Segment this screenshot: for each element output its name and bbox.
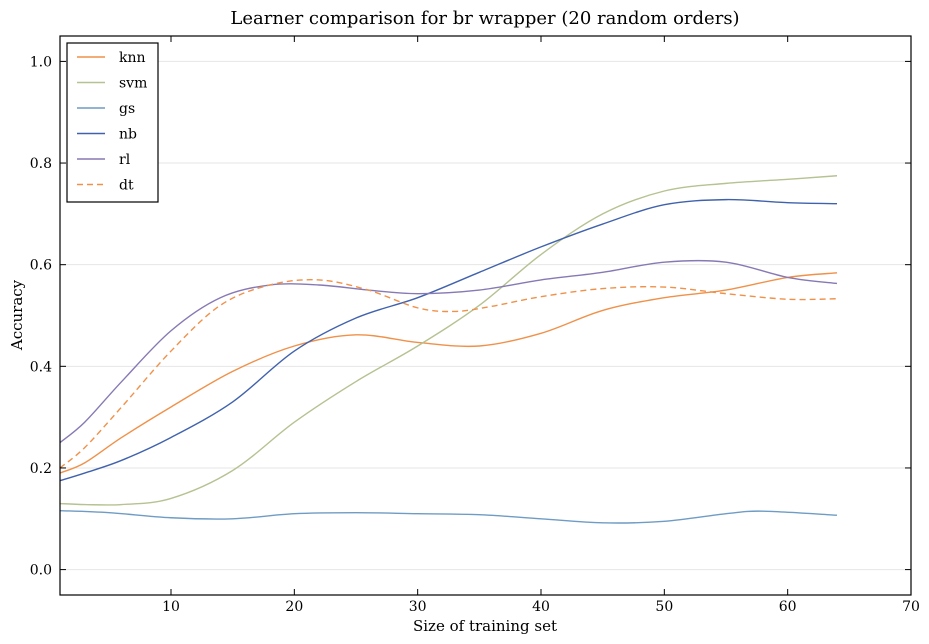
series-line-gs [59, 509, 838, 524]
series-line-nb [59, 198, 838, 482]
x-axis-label: Size of training set [413, 617, 557, 635]
x-tick-label: 10 [162, 599, 180, 615]
axis-ticks: 0.0 0.2 0.4 0.6 0.8 1.0 10 20 30 40 50 60 70 [30, 36, 920, 615]
legend-label-dt: dt [119, 178, 134, 194]
y-tick-label: 1.0 [30, 54, 52, 70]
y-tick-label: 0.4 [30, 359, 52, 375]
x-tick-label: 30 [409, 599, 427, 615]
series-layer [59, 175, 838, 524]
series-line-knn [59, 272, 838, 474]
legend-label-rl: rl [119, 152, 131, 168]
y-axis-label: Accuracy [8, 279, 26, 351]
legend-label-svm: svm [119, 76, 147, 92]
y-tick-label: 0.2 [30, 461, 52, 477]
legend-label-nb: nb [119, 127, 137, 143]
series-line-dt [59, 279, 838, 469]
legend-box [66, 42, 159, 203]
y-tick-label: 0.0 [30, 563, 52, 579]
legend-label-knn: knn [119, 50, 146, 66]
legend: knn svm gs nb rl dt [66, 42, 159, 203]
y-tick-label: 0.8 [30, 156, 52, 172]
grid-lines [60, 60, 911, 571]
legend-label-gs: gs [119, 101, 135, 117]
series-line-svm [59, 175, 838, 506]
x-tick-label: 40 [532, 599, 550, 615]
x-tick-label: 60 [779, 599, 797, 615]
x-tick-label: 70 [902, 599, 920, 615]
plot-frame [59, 35, 912, 596]
series-line-rl [59, 259, 838, 444]
x-tick-label: 20 [285, 599, 303, 615]
chart-title: Learner comparison for br wrapper (20 ra… [230, 8, 739, 29]
y-tick-label: 0.6 [30, 258, 52, 274]
x-tick-label: 50 [655, 599, 673, 615]
